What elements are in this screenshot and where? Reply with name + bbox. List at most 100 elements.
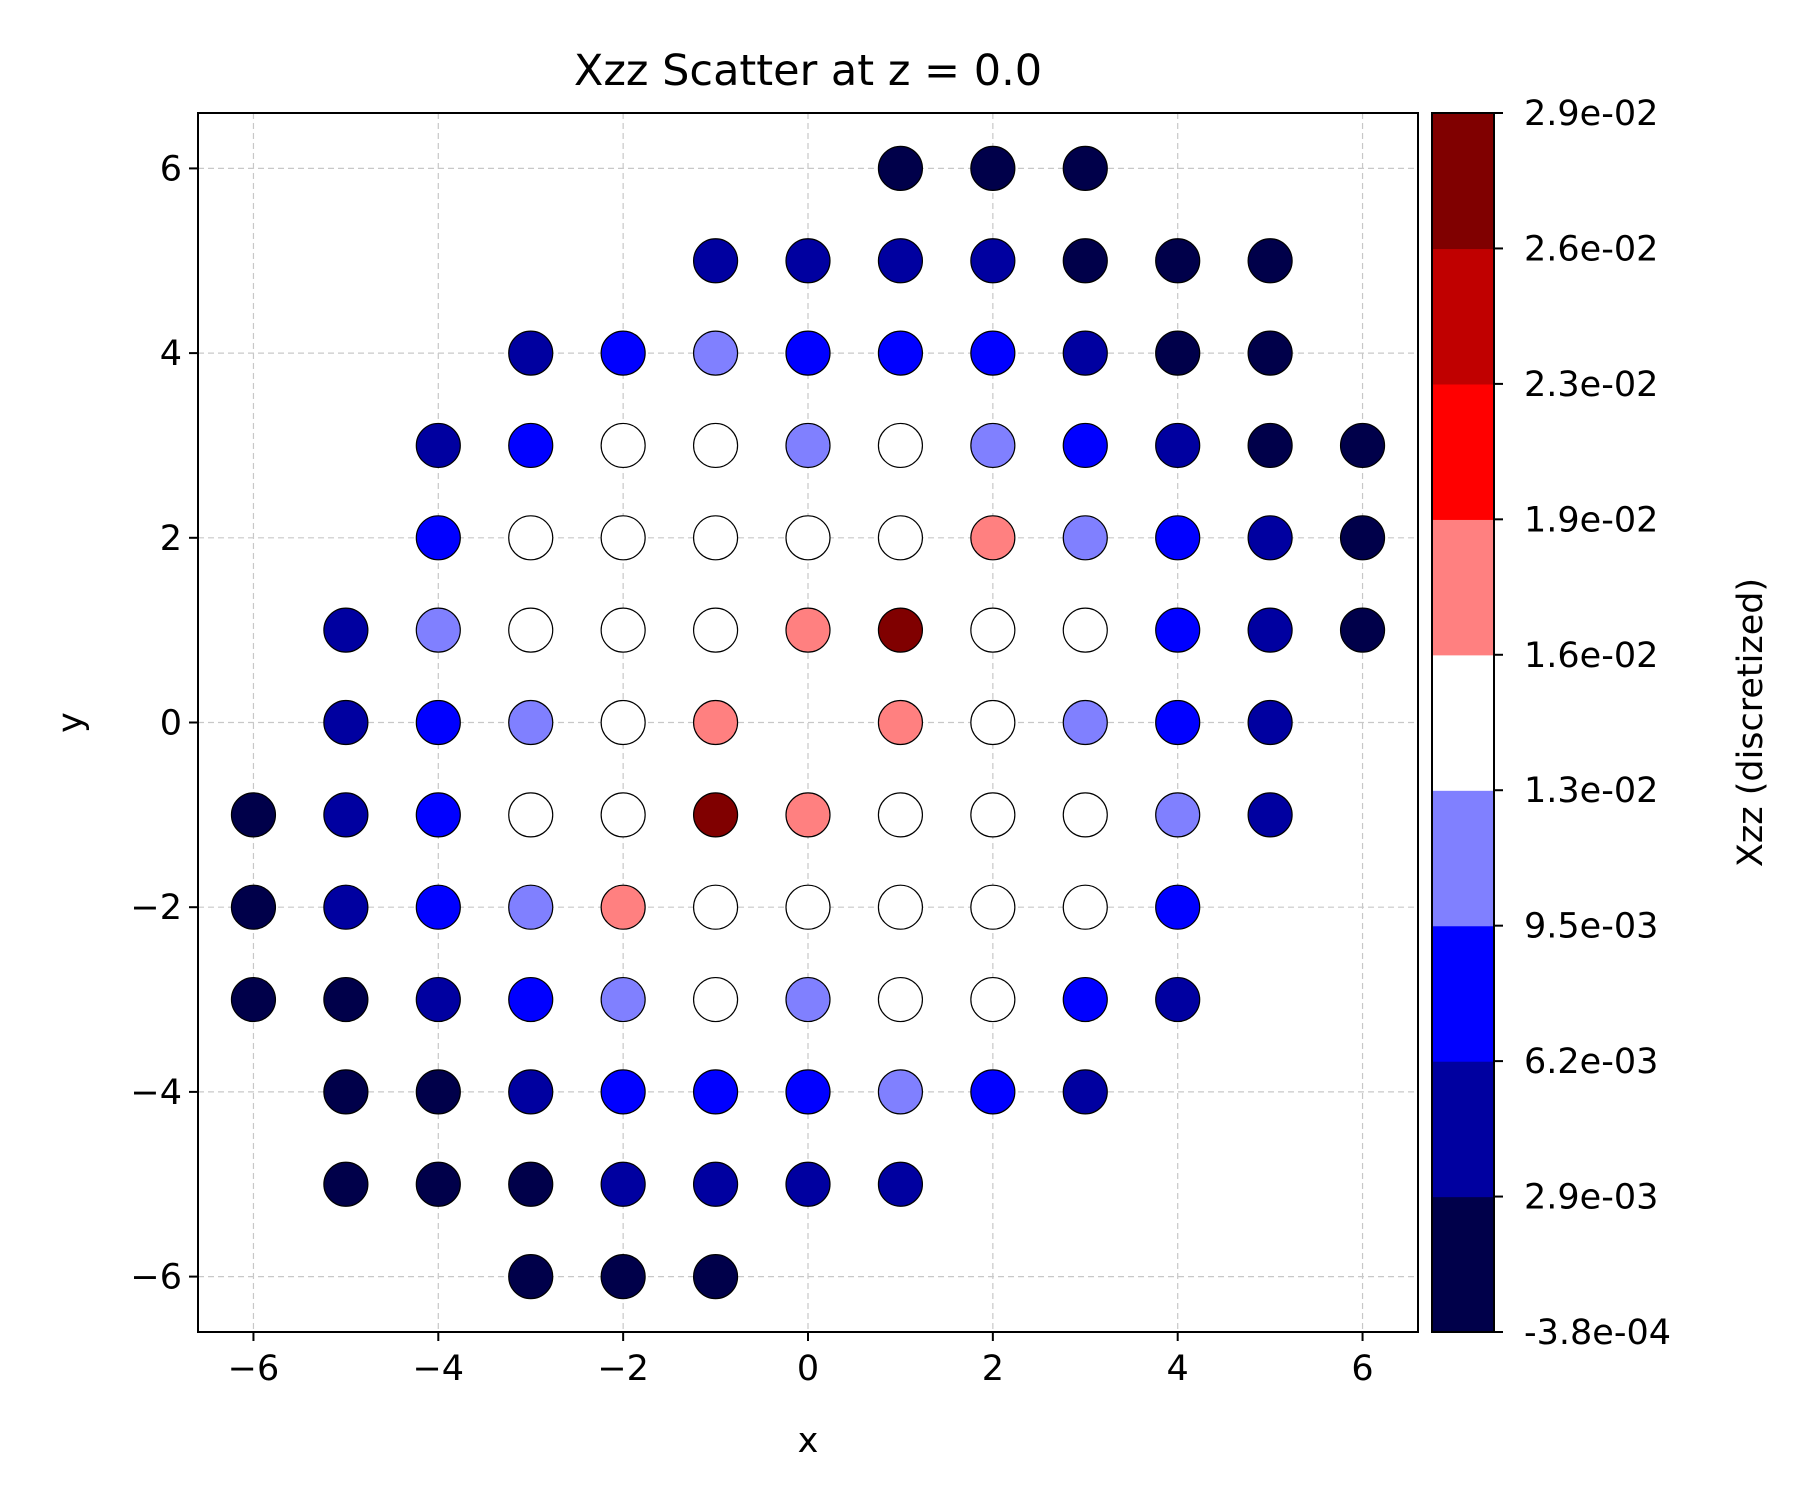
scatter-point [323,884,369,930]
scatter-point [1155,976,1201,1023]
scatter-point [1155,330,1201,376]
scatter-point [1062,330,1108,376]
scatter-point [1155,792,1201,838]
scatter-point [508,976,554,1023]
scatter-point [600,1253,646,1300]
scatter-point [600,515,646,561]
scatter-point [508,792,554,838]
scatter-point [692,792,739,838]
colorbar-frame [1431,112,1495,1333]
scatter-point [692,1069,739,1115]
scatter-point [1247,238,1293,284]
scatter-point [970,330,1016,376]
colorbar-tick-label: 2.6e-02 [1524,229,1658,269]
scatter-point [970,422,1016,469]
scatter-point [1155,422,1201,469]
x-tick-label: −6 [228,1349,280,1389]
scatter-point [877,792,924,838]
colorbar-tick-label: 9.5e-03 [1524,907,1658,947]
scatter-point [970,699,1016,746]
scatter-point [1062,699,1108,746]
scatter-point [600,884,646,930]
scatter-point [785,515,831,561]
y-tick-label: −2 [130,888,182,928]
scatter-point [1247,607,1293,653]
scatter-point [877,1161,924,1207]
scatter-point [1155,515,1201,561]
colorbar-tick-label: -3.8e-04 [1524,1313,1671,1353]
scatter-point [692,330,739,376]
scatter-point [508,422,554,469]
colorbar-band [1432,1196,1494,1333]
colorbar: -3.8e-04 2.9e-03 6.2e-03 9.5e-03 1.3e-02 1.6e… [1431,94,1671,1353]
scatter-point [877,515,924,561]
scatter-point [1062,607,1108,653]
scatter-point [970,607,1016,653]
scatter-point [600,792,646,838]
colorbar-label: Xzz (discretized) [1731,578,1771,867]
scatter-point [970,792,1016,838]
scatter-point [1062,422,1108,469]
colorbar-tick-label: 2.9e-02 [1524,94,1658,134]
scatter-point [1062,145,1108,192]
scatter-point [1062,238,1108,284]
colorbar-tick-label: 6.2e-03 [1524,1042,1658,1082]
x-tick-label: −2 [597,1349,649,1389]
scatter-point [1155,699,1201,746]
scatter-point [508,699,554,746]
scatter-point [1155,884,1201,930]
scatter-point [600,422,646,469]
scatter-point [600,607,646,653]
scatter-point [1062,1069,1108,1115]
y-tick-label: 2 [160,519,182,559]
scatter-point [1062,792,1108,838]
scatter-point [230,884,277,930]
scatter-point [230,976,277,1023]
colorbar-band [1432,113,1494,250]
scatter-point [877,145,924,192]
scatter-point [1155,238,1201,284]
scatter-point [692,1253,739,1300]
scatter-point [877,330,924,376]
scatter-point [508,515,554,561]
scatter-point [415,515,461,561]
x-tick-label: 6 [1351,1349,1373,1389]
y-tick-label: −4 [130,1073,182,1113]
x-tick-label: 2 [982,1349,1004,1389]
scatter-point [692,238,739,284]
scatter-point [692,884,739,930]
scatter-point [415,422,461,469]
scatter-point [508,884,554,930]
colorbar-band [1432,790,1494,927]
scatter-point [1247,422,1293,469]
scatter-point [508,1069,554,1115]
scatter-point [323,699,369,746]
chart-title: Xzz Scatter at z = 0.0 [574,46,1042,96]
colorbar-tick-label: 2.3e-02 [1524,365,1658,405]
scatter-point [600,699,646,746]
scatter-point [877,884,924,930]
scatter-point [877,699,924,746]
grid-lines [198,113,1418,1332]
scatter-point [970,145,1016,192]
colorbar-tick-label: 2.9e-03 [1524,1178,1658,1218]
scatter-points [230,145,1386,1300]
scatter-point [1339,515,1386,561]
scatter-point [785,1161,831,1207]
scatter-point [785,1069,831,1115]
scatter-point [877,422,924,469]
scatter-point [785,884,831,930]
y-tick-label: 4 [160,334,182,374]
scatter-point [785,422,831,469]
scatter-point [600,1069,646,1115]
scatter-point [785,792,831,838]
scatter-point [323,792,369,838]
colorbar-tick-label: 1.3e-02 [1524,771,1658,811]
scatter-point [415,607,461,653]
scatter-point [230,792,277,838]
scatter-point [1247,515,1293,561]
y-tick-label: −6 [130,1258,182,1298]
scatter-point [970,1069,1016,1115]
x-tick-label: 4 [1167,1349,1189,1389]
y-axis-label: y [51,712,91,733]
